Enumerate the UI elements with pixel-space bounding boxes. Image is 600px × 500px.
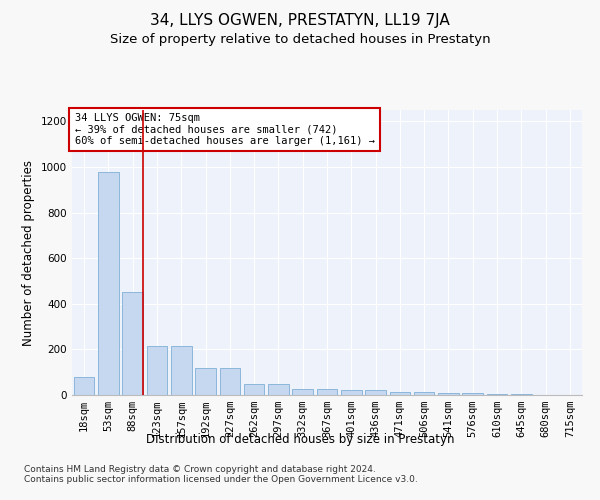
Bar bbox=[389, 392, 410, 395]
Bar bbox=[74, 377, 94, 395]
Bar bbox=[195, 368, 216, 395]
Y-axis label: Number of detached properties: Number of detached properties bbox=[22, 160, 35, 346]
Bar bbox=[220, 368, 240, 395]
Bar bbox=[365, 390, 386, 395]
Bar bbox=[244, 384, 265, 395]
Bar bbox=[171, 346, 191, 395]
Bar bbox=[122, 292, 143, 395]
Text: Distribution of detached houses by size in Prestatyn: Distribution of detached houses by size … bbox=[146, 432, 454, 446]
Bar bbox=[341, 390, 362, 395]
Bar bbox=[146, 346, 167, 395]
Bar bbox=[414, 392, 434, 395]
Text: 34 LLYS OGWEN: 75sqm
← 39% of detached houses are smaller (742)
60% of semi-deta: 34 LLYS OGWEN: 75sqm ← 39% of detached h… bbox=[74, 113, 374, 146]
Text: Size of property relative to detached houses in Prestatyn: Size of property relative to detached ho… bbox=[110, 32, 490, 46]
Text: 34, LLYS OGWEN, PRESTATYN, LL19 7JA: 34, LLYS OGWEN, PRESTATYN, LL19 7JA bbox=[150, 12, 450, 28]
Bar bbox=[511, 394, 532, 395]
Bar bbox=[438, 393, 459, 395]
Text: Contains HM Land Registry data © Crown copyright and database right 2024.
Contai: Contains HM Land Registry data © Crown c… bbox=[24, 465, 418, 484]
Bar bbox=[487, 394, 508, 395]
Bar bbox=[317, 390, 337, 395]
Bar bbox=[98, 172, 119, 395]
Bar bbox=[463, 393, 483, 395]
Bar bbox=[292, 390, 313, 395]
Bar bbox=[268, 384, 289, 395]
